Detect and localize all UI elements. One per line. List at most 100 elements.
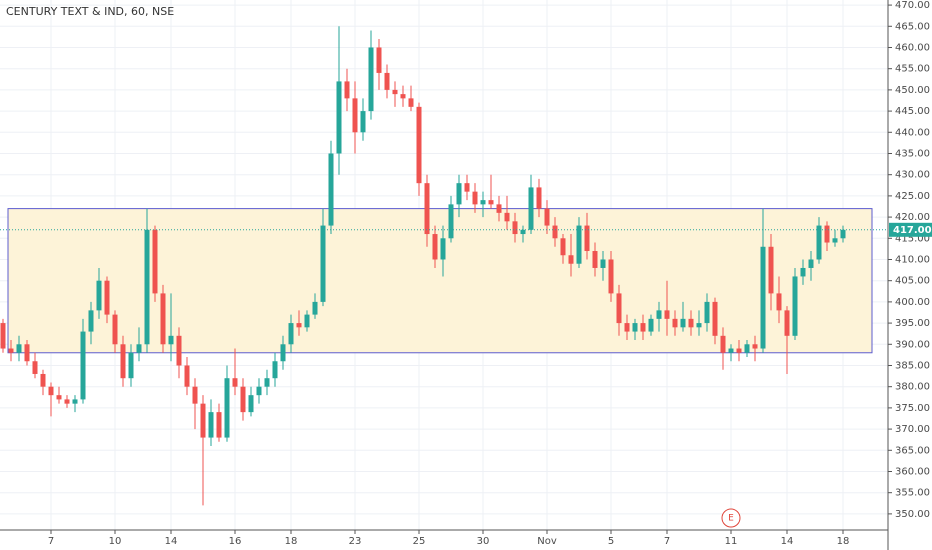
range-box — [7, 208, 873, 354]
candle-body — [336, 81, 342, 154]
y-tick-label: 385.00 — [895, 360, 930, 371]
candle-body — [512, 221, 518, 235]
x-tick-label: 7 — [664, 536, 670, 547]
candle-body — [288, 323, 294, 345]
candle-body — [248, 395, 254, 413]
candle-body — [408, 98, 414, 107]
candle-body — [240, 386, 246, 413]
x-tick-label: 30 — [477, 536, 490, 547]
candle-body — [608, 259, 614, 294]
chart-title: CENTURY TEXT & IND, 60, NSE — [6, 5, 174, 18]
candle-body — [144, 229, 150, 345]
y-tick-label: 365.00 — [895, 445, 930, 456]
y-tick-label: 435.00 — [895, 148, 930, 159]
candle-body — [616, 293, 622, 324]
candle-body — [368, 47, 374, 112]
candle-body — [280, 344, 286, 362]
candle-body — [16, 344, 22, 353]
last-price-label: 417.00 — [893, 225, 932, 236]
x-tick-label: 18 — [837, 536, 850, 547]
candle-body — [112, 314, 118, 345]
candle-body — [296, 323, 302, 328]
candle-body — [712, 301, 718, 336]
candle-body — [808, 259, 814, 268]
candle-body — [48, 386, 54, 396]
candle-body — [88, 310, 94, 332]
candle-body — [440, 238, 446, 260]
x-tick-label: 11 — [725, 536, 738, 547]
candle-body — [472, 191, 478, 205]
candle-body — [312, 301, 318, 315]
candle-body — [416, 106, 422, 184]
last-price-tag — [889, 222, 932, 237]
candle-body — [784, 310, 790, 336]
x-tick-label: 14 — [781, 536, 794, 547]
candle-body — [232, 378, 238, 387]
candle-body — [328, 153, 334, 226]
candle-body — [200, 403, 206, 438]
candle-body — [128, 352, 134, 379]
candle-body — [728, 348, 734, 353]
y-tick-label: 400.00 — [895, 297, 930, 308]
candle-body — [304, 314, 310, 328]
candle-body — [104, 280, 110, 315]
y-tick-label: 425.00 — [895, 191, 930, 202]
candle-body — [736, 348, 742, 353]
y-tick-label: 430.00 — [895, 170, 930, 181]
candle-body — [576, 225, 582, 264]
candle-body — [72, 399, 78, 404]
candle-body — [656, 310, 662, 319]
candle-body — [552, 225, 558, 239]
candle-body — [264, 378, 270, 387]
candle-body — [760, 246, 766, 349]
candle-body — [496, 204, 502, 213]
y-tick-label: 355.00 — [895, 488, 930, 499]
candle-body — [584, 225, 590, 252]
candle-body — [272, 361, 278, 379]
y-tick-label: 360.00 — [895, 466, 930, 477]
x-tick-label: 10 — [109, 536, 122, 547]
x-tick-label: 14 — [165, 536, 178, 547]
y-tick-label: 405.00 — [895, 276, 930, 287]
candle-body — [768, 246, 774, 294]
y-tick-label: 370.00 — [895, 424, 930, 435]
candle-body — [56, 395, 62, 400]
candle-body — [120, 344, 126, 379]
y-tick-label: 390.00 — [895, 339, 930, 350]
candle-body — [704, 301, 710, 324]
candle-body — [344, 81, 350, 99]
y-tick-label: 350.00 — [895, 509, 930, 520]
candle-body — [136, 344, 142, 353]
candle-body — [824, 225, 830, 243]
x-tick-label: 25 — [413, 536, 426, 547]
candle-body — [752, 344, 758, 349]
candle-body — [392, 89, 398, 95]
candle-body — [648, 318, 654, 332]
y-tick-label: 470.00 — [895, 0, 930, 11]
candle-body — [40, 373, 46, 387]
candle-body — [696, 323, 702, 328]
candle-body — [256, 386, 262, 396]
x-tick-label: 5 — [608, 536, 614, 547]
candle-body — [224, 378, 230, 438]
candle-body — [456, 183, 462, 205]
y-tick-label: 440.00 — [895, 127, 930, 138]
candle-body — [464, 183, 470, 192]
candle-body — [8, 348, 14, 353]
y-tick-label: 465.00 — [895, 21, 930, 32]
candle-body — [176, 335, 182, 366]
candle-body — [400, 94, 406, 99]
candle-body — [480, 200, 486, 205]
candle-body — [160, 293, 166, 345]
candle-body — [536, 187, 542, 209]
x-tick-label: Nov — [537, 536, 557, 547]
x-tick-label: 18 — [285, 536, 298, 547]
y-tick-label: 380.00 — [895, 382, 930, 393]
candle-body — [840, 229, 846, 239]
candle-body — [384, 72, 390, 90]
y-tick-label: 395.00 — [895, 318, 930, 329]
candle-body — [24, 344, 30, 362]
candle-body — [376, 47, 382, 73]
candle-body — [360, 111, 366, 133]
